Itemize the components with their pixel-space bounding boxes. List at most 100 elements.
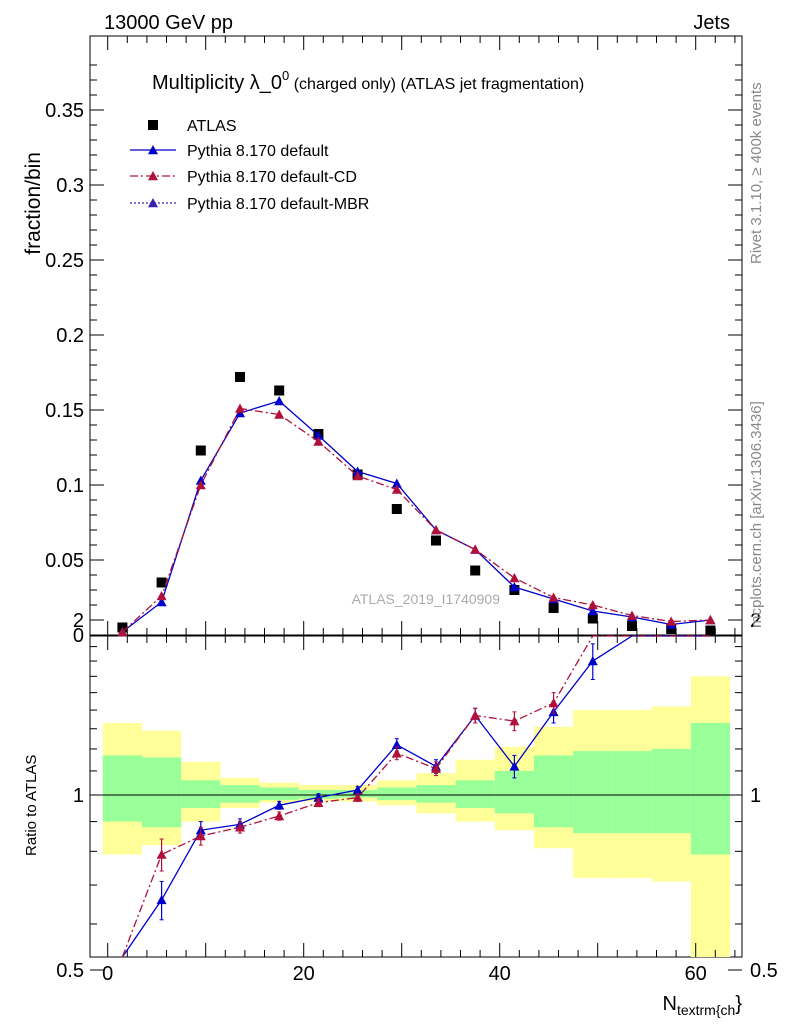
- ratio-band-green: [416, 785, 456, 803]
- main-series-marker: [117, 627, 128, 637]
- ratio-series-marker: [391, 739, 402, 750]
- main-series-marker: [587, 606, 598, 616]
- main-y-tick-label: 0.1: [56, 475, 84, 497]
- header-process: Jets: [693, 12, 730, 34]
- atlas-data-point: [274, 385, 285, 396]
- main-series-marker: [156, 597, 167, 607]
- main-y-tick-label: 0: [73, 625, 84, 647]
- ratio-band-green: [455, 780, 495, 808]
- ratio-series-marker: [313, 797, 324, 807]
- atlas-data-point: [470, 565, 481, 576]
- main-series-marker: [705, 615, 716, 625]
- main-series-marker: [391, 484, 402, 494]
- main-series-line: [121, 407, 711, 633]
- ratio-series-marker: [235, 822, 245, 832]
- legend-marker-square: [148, 120, 158, 130]
- ratio-series-line: [121, 635, 711, 958]
- ratio-series-marker: [431, 763, 441, 773]
- main-y-ticks: 0 0.05 0.1 0.15 0.2 0.25 0.3 0.35: [45, 64, 742, 647]
- main-series-marker: [313, 436, 324, 446]
- ratio-band-green: [181, 780, 221, 808]
- ratio-band-green: [651, 748, 691, 834]
- ratio-series-marker: [156, 894, 167, 905]
- ratio-band-green: [259, 787, 299, 801]
- main-y-tick-label: 0.05: [45, 550, 84, 572]
- ratio-band-green: [612, 751, 652, 834]
- x-axis-label-main: N: [663, 993, 677, 1015]
- ratio-band-green: [690, 723, 730, 855]
- ratio-band-green: [142, 757, 182, 828]
- atlas-data-point: [587, 613, 598, 624]
- x-tick-label: 0: [102, 963, 113, 985]
- ratio-series-marker: [391, 748, 402, 758]
- atlas-data-point: [548, 603, 559, 613]
- atlas-data-point: [195, 445, 206, 456]
- ratio-series-marker: [548, 697, 559, 708]
- ratio-series-marker: [509, 761, 520, 771]
- main-series-marker: [509, 573, 520, 583]
- ratio-series-marker: [274, 811, 285, 821]
- plot-title: Multiplicity λ_00 (charged only) (ATLAS …: [152, 68, 584, 94]
- main-series-marker: [391, 478, 402, 488]
- legend-marker-triangle: [148, 145, 158, 155]
- main-series-marker: [156, 591, 167, 601]
- ratio-series-marker: [470, 710, 481, 720]
- main-series-marker: [195, 480, 206, 490]
- main-series-marker: [352, 471, 363, 481]
- ratio-y-tick-label-left: 1: [73, 785, 84, 807]
- main-series-marker: [274, 409, 285, 419]
- legend-label: Pythia 8.170 default-MBR: [187, 196, 369, 213]
- ratio-series-marker: [195, 831, 206, 841]
- ratio-y-tick-label-right: 1: [750, 785, 761, 807]
- ratio-band-green: [377, 787, 417, 801]
- plot-title-rest: (charged only) (ATLAS jet fragmentation): [289, 76, 584, 93]
- x-ticks: 0 20 40 60: [102, 36, 736, 985]
- main-series-marker: [587, 600, 598, 610]
- main-series-marker: [666, 616, 677, 626]
- ratio-band-green: [534, 755, 574, 828]
- main-y-tick-label: 0.35: [45, 100, 84, 122]
- header-energy: 13000 GeV pp: [104, 12, 233, 34]
- ratio-series-marker: [352, 785, 363, 795]
- main-series-marker: [235, 403, 245, 413]
- ratio-y-tick-label-left: 2: [73, 610, 84, 632]
- ratio-y-tick-label-right: 0.5: [750, 960, 778, 982]
- legend: ATLAS Pythia 8.170 default Pythia 8.170 de…: [130, 118, 369, 213]
- main-y-tick-label: 0.25: [45, 250, 84, 272]
- ratio-band-green: [102, 755, 142, 822]
- ratio-y-tick-label-right: 2: [750, 610, 761, 632]
- atlas-data-point: [627, 621, 637, 631]
- main-series-marker: [313, 430, 324, 440]
- mcplots-reference-text: mcplots.cern.ch [arXiv:1306.3436]: [748, 401, 765, 628]
- main-y-tick-label: 0.3: [56, 175, 84, 197]
- main-y-tick-label: 0.15: [45, 400, 84, 422]
- x-tick-label: 40: [489, 963, 511, 985]
- atlas-data-point: [431, 535, 441, 546]
- ratio-series-marker: [274, 800, 285, 810]
- ratio-y-tick-label-left: 0.5: [56, 960, 84, 982]
- main-series-marker: [470, 544, 481, 554]
- x-tick-label: 60: [685, 963, 707, 985]
- ratio-series-group: [121, 635, 711, 958]
- ratio-frame: [89, 635, 743, 958]
- main-y-axis-label: fraction/bin: [22, 152, 45, 255]
- main-series-marker: [431, 525, 441, 535]
- rivet-version-text: Rivet 3.1.10, ≥ 400k events: [748, 82, 765, 264]
- analysis-watermark: ATLAS_2019_I1740909: [352, 591, 501, 607]
- atlas-data-point: [705, 625, 716, 636]
- ratio-uncertainty-bands: [102, 676, 730, 957]
- legend-label: Pythia 8.170 default: [187, 143, 329, 160]
- ratio-series-marker: [352, 792, 363, 802]
- main-series-marker: [548, 592, 559, 602]
- ratio-y-axis-label: Ratio to ATLAS: [23, 755, 40, 856]
- main-series-group: [117, 372, 716, 637]
- atlas-data-point: [391, 504, 402, 514]
- atlas-data-point: [666, 624, 677, 634]
- legend-label: ATLAS: [187, 118, 237, 135]
- main-series-marker: [509, 582, 520, 592]
- atlas-data-point: [235, 372, 245, 382]
- ratio-y-ticks: 0.5 0.5 1 1 2 2: [56, 610, 778, 982]
- legend-marker-triangle: [148, 198, 158, 208]
- ratio-series-marker: [587, 656, 598, 666]
